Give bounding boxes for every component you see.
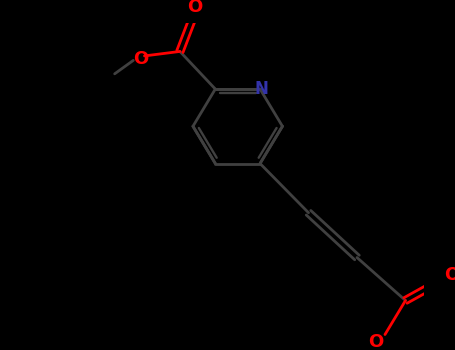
Text: O: O [133, 50, 148, 68]
Text: O: O [368, 333, 383, 350]
Text: O: O [187, 0, 202, 16]
Text: O: O [445, 266, 455, 285]
Text: N: N [255, 80, 269, 98]
